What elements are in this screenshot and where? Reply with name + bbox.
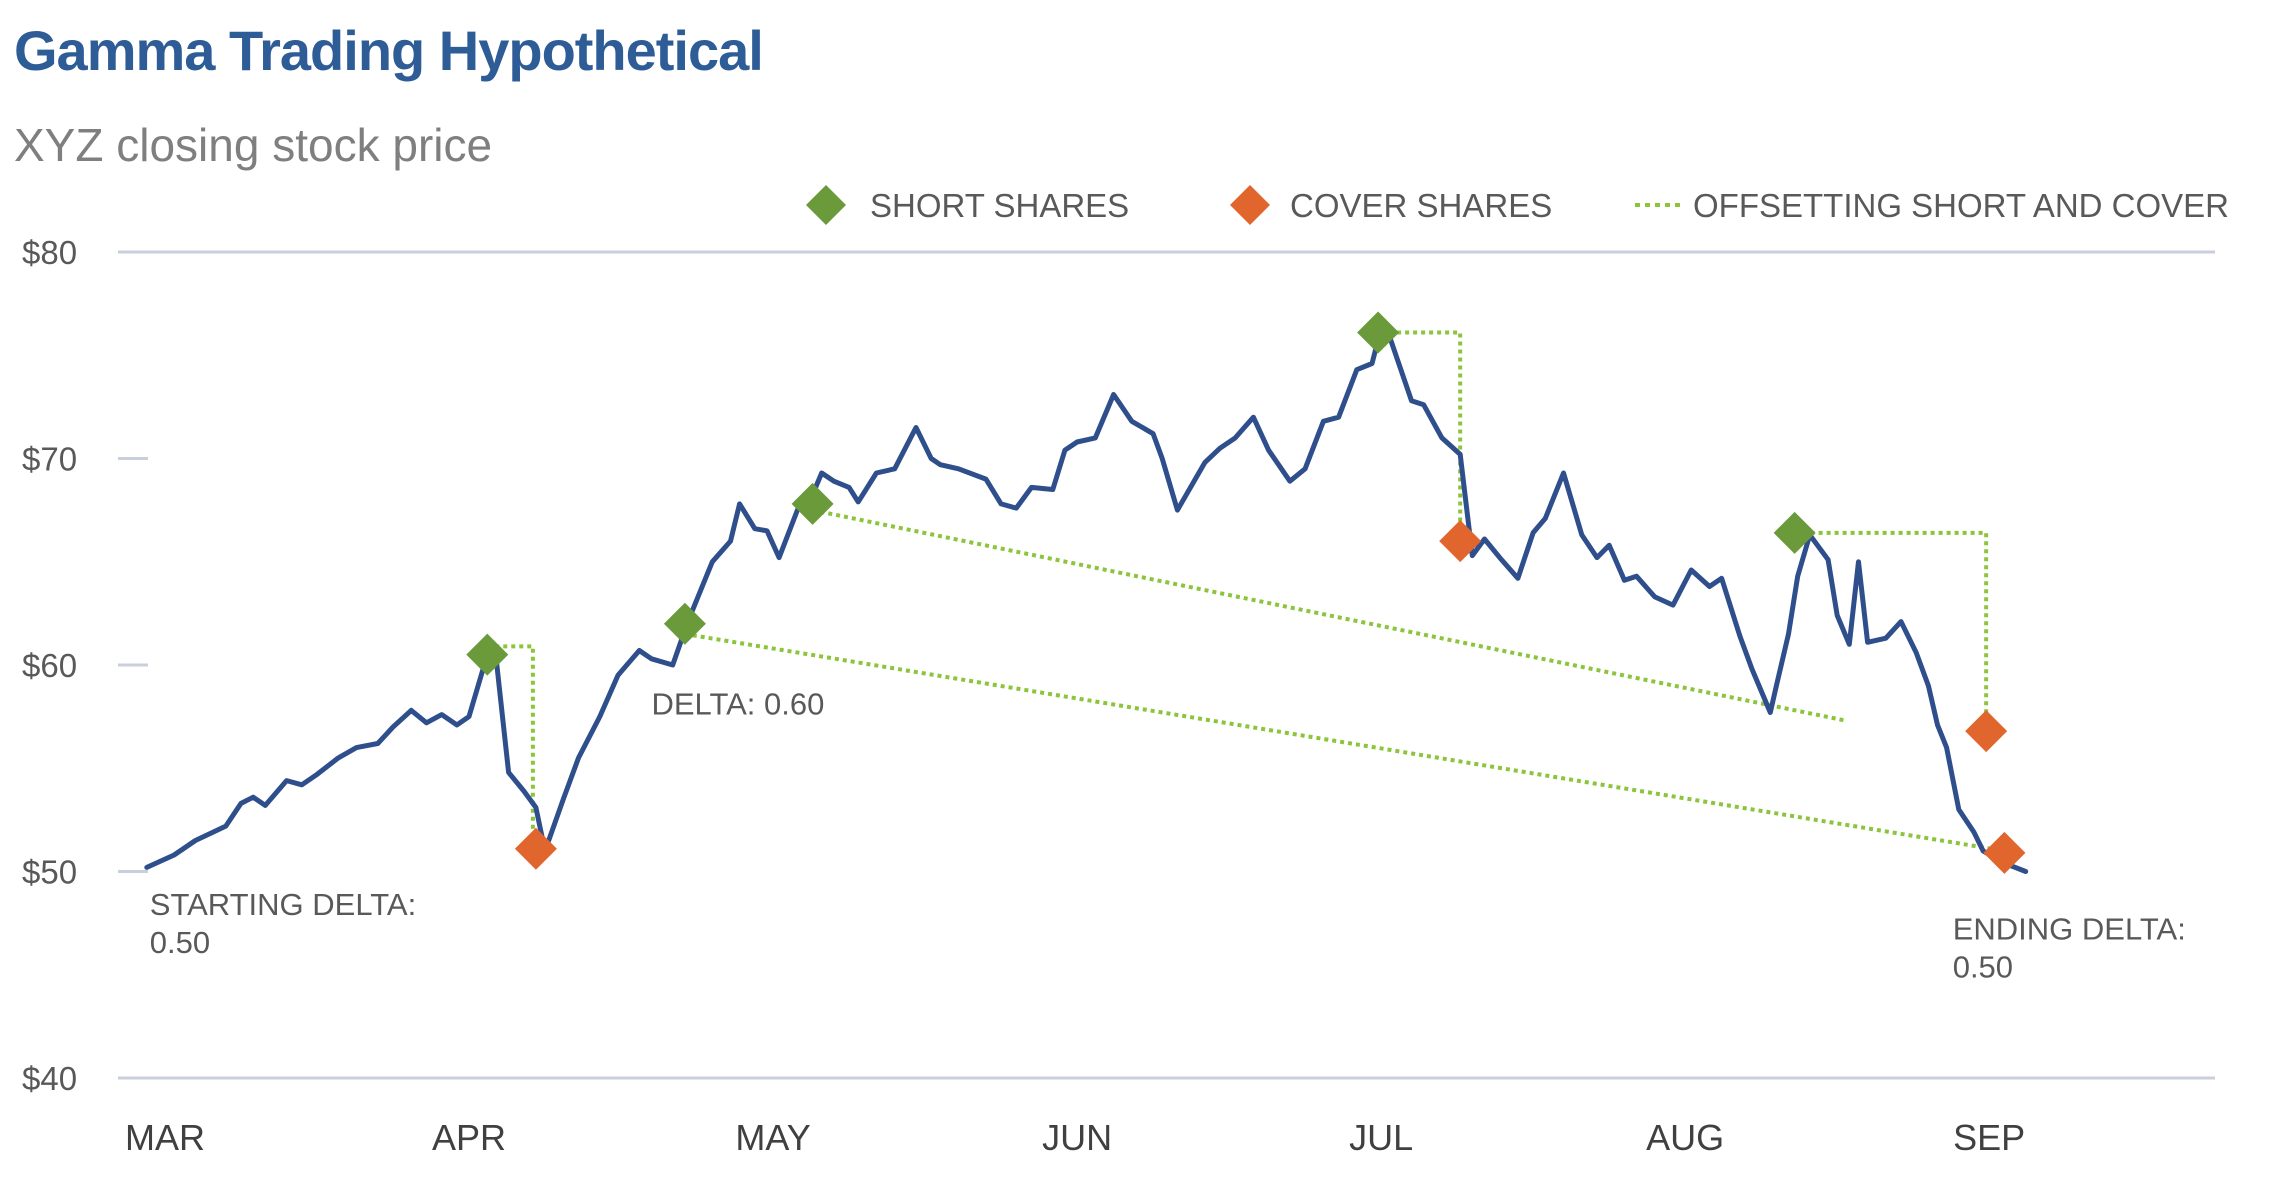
offset-line-2 xyxy=(684,632,2005,853)
short-marker-1 xyxy=(466,633,509,676)
cover-marker-4 xyxy=(1983,831,2026,874)
y-tick-label: $60 xyxy=(22,647,77,684)
x-tick-label: JUN xyxy=(1042,1117,1112,1158)
offset-lines xyxy=(487,330,2005,853)
chart-title: Gamma Trading Hypothetical xyxy=(14,19,764,82)
x-tick-label: AUG xyxy=(1646,1117,1724,1158)
short-marker-3 xyxy=(791,482,834,525)
y-axis-ticks: $40 $50 $60 $70 $80 xyxy=(22,234,77,1097)
price-line-group xyxy=(144,325,2029,874)
x-axis-ticks: MAR APR MAY JUN JUL AUG SEP xyxy=(125,1117,2025,1158)
y-tick-label: $70 xyxy=(22,441,77,478)
delta-annotation: 0.50 xyxy=(1953,950,2013,985)
y-tick-label: $80 xyxy=(22,234,77,271)
price-line xyxy=(144,325,2029,874)
legend-label-offset: OFFSETTING SHORT AND COVER xyxy=(1693,187,2229,224)
legend-cover-diamond xyxy=(1230,185,1270,225)
offset-line-4 xyxy=(1381,330,1463,535)
x-tick-label: MAR xyxy=(125,1117,205,1158)
delta-annotation: 0.50 xyxy=(150,925,210,960)
y-tick-label: $40 xyxy=(22,1060,77,1097)
x-tick-label: APR xyxy=(432,1117,506,1158)
gridlines xyxy=(118,250,2215,1080)
delta-annotation: ENDING DELTA: xyxy=(1953,912,2186,947)
cover-marker-2 xyxy=(1439,520,1482,563)
legend-short-diamond xyxy=(806,185,846,225)
short-marker-4 xyxy=(1357,311,1400,354)
x-tick-label: JUL xyxy=(1349,1117,1413,1158)
delta-annotation: STARTING DELTA: xyxy=(150,887,416,922)
y-tick-label: $50 xyxy=(22,854,77,891)
cover-marker-3 xyxy=(1965,710,2008,753)
legend: SHORT SHARES COVER SHARES OFFSETTING SHORT… xyxy=(806,185,2229,225)
offset-line-3 xyxy=(812,508,1847,723)
offset-line-5 xyxy=(1794,530,1989,727)
short-marker-2 xyxy=(663,602,706,645)
legend-label-cover: COVER SHARES xyxy=(1290,187,1552,224)
x-tick-label: MAY xyxy=(735,1117,810,1158)
legend-label-short: SHORT SHARES xyxy=(870,187,1129,224)
delta-annotation: DELTA: 0.60 xyxy=(651,687,824,722)
x-tick-label: SEP xyxy=(1953,1117,2025,1158)
offset-line-1 xyxy=(487,644,535,831)
short-marker-5 xyxy=(1773,511,1816,554)
trade-markers xyxy=(466,311,2026,874)
cover-marker-1 xyxy=(514,827,557,870)
chart-subtitle: XYZ closing stock price xyxy=(14,119,493,171)
